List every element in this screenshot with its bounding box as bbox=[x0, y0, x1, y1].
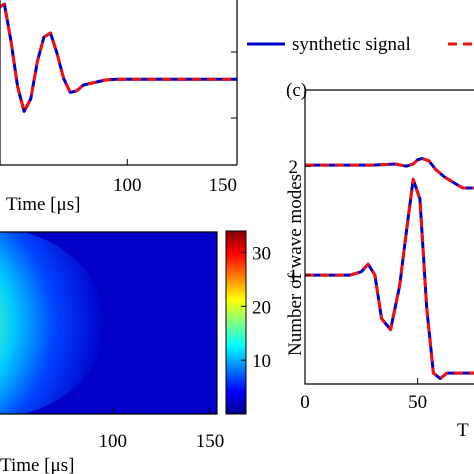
panel-c-series-2 bbox=[305, 177, 474, 381]
panel-c-axes-frame bbox=[304, 89, 474, 385]
panel-c-ticks: 0 50 1 2 bbox=[289, 157, 428, 413]
panel-a-axes-frame bbox=[0, 0, 238, 166]
panel-c: (c) 0 50 1 2 Number of wave modes T bbox=[285, 80, 474, 441]
legend: synthetic signal bbox=[247, 34, 474, 55]
panel-c-plot-area bbox=[305, 157, 474, 381]
panel-b: 100 150 Time [μs] 10 20 30 bbox=[0, 230, 271, 474]
panel-a-series-dashed bbox=[0, 2, 237, 113]
panel-a-plot-area bbox=[0, 2, 237, 113]
panel-b-heatmap bbox=[0, 232, 217, 414]
panel-c-xtick-label: 50 bbox=[408, 392, 427, 413]
panel-a-ticks: 100 150 bbox=[113, 51, 238, 196]
panel-b-ticks: 100 150 bbox=[99, 408, 225, 452]
panel-c-xlabel: T bbox=[457, 420, 469, 441]
panel-b-xlabel: Time [μs] bbox=[0, 455, 74, 474]
panel-a: 100 150 Time [μs] bbox=[0, 0, 238, 215]
colorbar-tick-label: 20 bbox=[252, 297, 271, 318]
panel-b-axes-frame bbox=[0, 231, 218, 415]
panel-c-series-3 bbox=[305, 177, 474, 381]
colorbar-tick-label: 10 bbox=[252, 351, 271, 372]
legend-label-synthetic: synthetic signal bbox=[292, 34, 411, 55]
colorbar-scale bbox=[225, 230, 247, 415]
colorbar: 10 20 30 bbox=[225, 230, 271, 415]
panel-a-xlabel: Time [μs] bbox=[6, 194, 80, 215]
panel-c-ytick-label: 1 bbox=[289, 266, 299, 287]
colorbar-ticks: 10 20 30 bbox=[241, 244, 271, 372]
panel-c-xtick-label: 0 bbox=[300, 392, 310, 413]
heatmap-energy-blob bbox=[0, 232, 105, 414]
panel-a-xtick-label: 150 bbox=[209, 175, 238, 196]
panel-c-ylabel: Number of wave modes bbox=[285, 174, 306, 356]
panel-c-ytick-label: 2 bbox=[289, 157, 299, 178]
colorbar-tick-label: 30 bbox=[252, 244, 271, 265]
panel-c-series-0 bbox=[305, 157, 474, 190]
panel-c-series-1 bbox=[305, 157, 474, 190]
panel-c-label: (c) bbox=[286, 80, 307, 101]
panel-b-xtick-label: 100 bbox=[99, 431, 128, 452]
panel-a-xtick-label: 100 bbox=[113, 175, 142, 196]
panel-b-xtick-label: 150 bbox=[196, 431, 225, 452]
